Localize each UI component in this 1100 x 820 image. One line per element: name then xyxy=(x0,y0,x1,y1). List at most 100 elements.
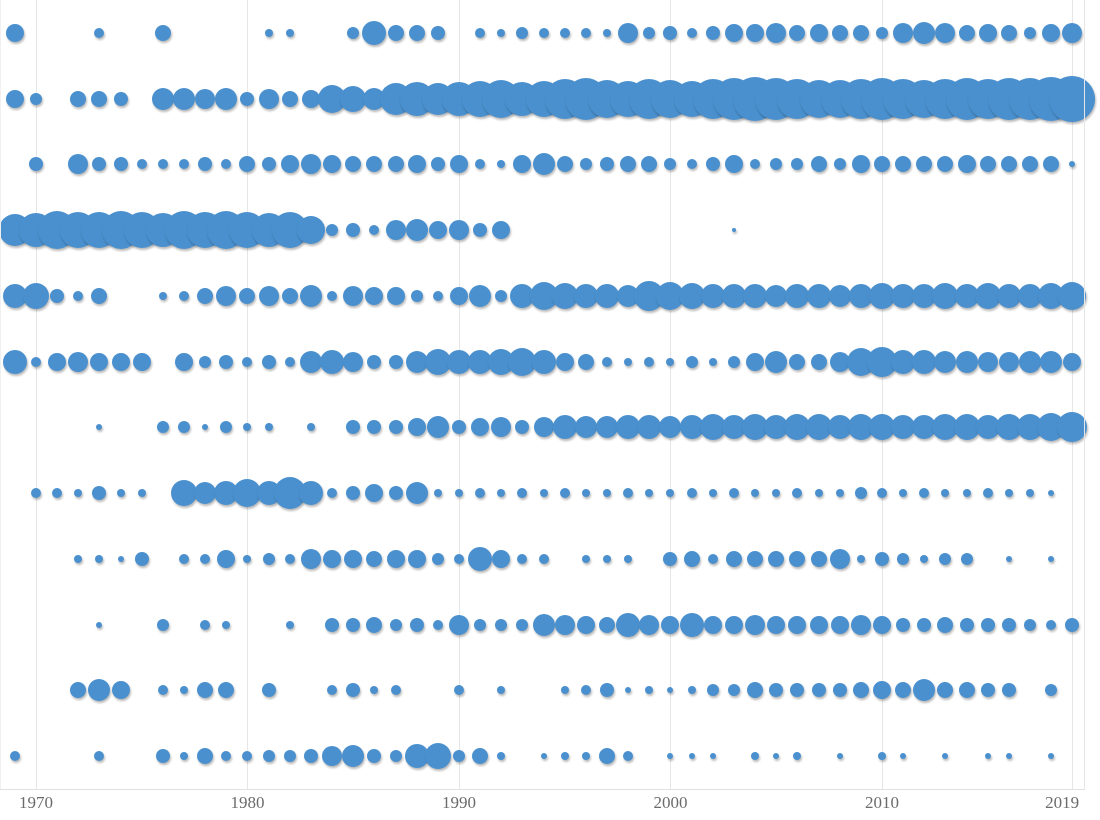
bubble[interactable] xyxy=(432,290,443,301)
bubble[interactable] xyxy=(515,420,530,435)
bubble[interactable] xyxy=(764,415,789,440)
bubble[interactable] xyxy=(346,223,361,238)
bubble[interactable] xyxy=(1043,156,1060,173)
bubble[interactable] xyxy=(637,415,662,440)
bubble[interactable] xyxy=(896,617,911,632)
bubble[interactable] xyxy=(22,282,49,309)
bubble[interactable] xyxy=(832,683,847,698)
bubble[interactable] xyxy=(623,488,634,499)
bubble[interactable] xyxy=(891,349,916,374)
bubble[interactable] xyxy=(407,418,426,437)
bubble[interactable] xyxy=(1000,156,1017,173)
bubble[interactable] xyxy=(617,284,640,307)
bubble[interactable] xyxy=(793,752,802,761)
bubble[interactable] xyxy=(95,554,104,563)
bubble[interactable] xyxy=(953,414,980,441)
bubble[interactable] xyxy=(215,87,238,110)
bubble[interactable] xyxy=(116,489,125,498)
bubble[interactable] xyxy=(620,156,637,173)
bubble[interactable] xyxy=(556,156,573,173)
bubble[interactable] xyxy=(913,21,936,44)
bubble[interactable] xyxy=(222,620,231,629)
bubble[interactable] xyxy=(475,488,486,499)
bubble[interactable] xyxy=(552,415,577,440)
bubble[interactable] xyxy=(281,90,298,107)
bubble[interactable] xyxy=(296,216,325,245)
bubble[interactable] xyxy=(603,28,611,37)
bubble[interactable] xyxy=(805,414,832,441)
bubble[interactable] xyxy=(727,355,740,368)
bubble[interactable] xyxy=(559,488,570,499)
bubble[interactable] xyxy=(516,26,529,39)
bubble[interactable] xyxy=(367,420,382,435)
bubble[interactable] xyxy=(325,617,340,632)
bubble[interactable] xyxy=(830,615,849,634)
bubble[interactable] xyxy=(833,158,846,171)
bubble[interactable] xyxy=(389,750,402,763)
bubble[interactable] xyxy=(661,615,680,634)
bubble[interactable] xyxy=(94,751,105,762)
bubble[interactable] xyxy=(492,221,511,240)
bubble[interactable] xyxy=(451,420,466,435)
bubble[interactable] xyxy=(285,620,294,629)
bubble[interactable] xyxy=(320,349,345,374)
bubble[interactable] xyxy=(941,489,950,498)
bubble[interactable] xyxy=(243,554,252,563)
bubble[interactable] xyxy=(666,489,675,498)
bubble[interactable] xyxy=(407,155,426,174)
bubble[interactable] xyxy=(344,549,363,568)
bubble[interactable] xyxy=(497,752,506,761)
bubble[interactable] xyxy=(1048,490,1055,497)
bubble[interactable] xyxy=(387,156,404,173)
bubble[interactable] xyxy=(659,416,682,439)
bubble[interactable] xyxy=(663,551,678,566)
bubble[interactable] xyxy=(156,618,169,631)
bubble[interactable] xyxy=(9,751,20,762)
bubble[interactable] xyxy=(426,416,449,439)
bubble[interactable] xyxy=(239,156,256,173)
bubble[interactable] xyxy=(555,352,574,371)
bubble[interactable] xyxy=(766,22,787,43)
bubble[interactable] xyxy=(810,353,827,370)
bubble[interactable] xyxy=(471,418,490,437)
bubble[interactable] xyxy=(111,352,130,371)
bubble[interactable] xyxy=(937,616,954,633)
bubble[interactable] xyxy=(388,420,403,435)
bubble[interactable] xyxy=(281,287,298,304)
bubble[interactable] xyxy=(852,682,869,699)
bubble[interactable] xyxy=(708,489,717,498)
bubble[interactable] xyxy=(1018,283,1042,308)
bubble[interactable] xyxy=(369,225,380,236)
bubble[interactable] xyxy=(424,348,451,375)
bubble[interactable] xyxy=(117,555,124,562)
bubble[interactable] xyxy=(492,549,511,568)
bubble[interactable] xyxy=(856,554,865,563)
bubble[interactable] xyxy=(728,488,739,499)
bubble[interactable] xyxy=(342,745,365,768)
bubble[interactable] xyxy=(852,24,869,41)
bubble[interactable] xyxy=(449,155,468,174)
bubble[interactable] xyxy=(5,23,24,42)
bubble[interactable] xyxy=(827,415,852,440)
bubble[interactable] xyxy=(497,686,506,695)
bubble[interactable] xyxy=(366,156,383,173)
bubble[interactable] xyxy=(346,617,361,632)
bubble[interactable] xyxy=(960,552,973,565)
bubble[interactable] xyxy=(831,24,848,41)
bubble[interactable] xyxy=(430,157,445,172)
bubble[interactable] xyxy=(1057,412,1088,443)
bubble[interactable] xyxy=(687,686,696,695)
bubble[interactable] xyxy=(868,414,895,441)
bubble[interactable] xyxy=(579,158,592,171)
bubble[interactable] xyxy=(828,284,851,307)
bubble[interactable] xyxy=(998,351,1019,372)
bubble[interactable] xyxy=(538,553,549,564)
bubble[interactable] xyxy=(765,350,788,373)
bubble[interactable] xyxy=(366,616,383,633)
bubble[interactable] xyxy=(132,352,151,371)
bubble[interactable] xyxy=(835,489,844,498)
bubble[interactable] xyxy=(409,617,424,632)
bubble[interactable] xyxy=(891,415,916,440)
bubble[interactable] xyxy=(1024,618,1036,631)
bubble[interactable] xyxy=(996,283,1021,308)
